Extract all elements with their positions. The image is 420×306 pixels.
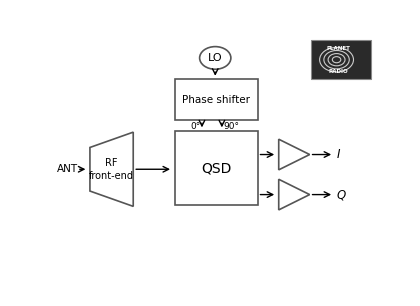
Circle shape — [200, 47, 231, 69]
Text: 0°: 0° — [190, 121, 200, 131]
Text: I: I — [336, 148, 340, 161]
Text: QSD: QSD — [201, 161, 231, 175]
Text: RADIO: RADIO — [328, 69, 348, 74]
Polygon shape — [279, 179, 310, 210]
Text: Phase shifter: Phase shifter — [182, 95, 250, 105]
Polygon shape — [90, 132, 133, 206]
Polygon shape — [279, 139, 310, 170]
Text: LO: LO — [208, 53, 223, 63]
Text: RF
front-end: RF front-end — [89, 158, 134, 181]
Text: ANT: ANT — [58, 164, 79, 174]
Text: PLANET: PLANET — [326, 46, 350, 50]
Bar — [311, 40, 372, 79]
Bar — [175, 131, 257, 205]
Text: 90°: 90° — [223, 121, 239, 131]
Bar — [175, 79, 257, 120]
Text: Q: Q — [336, 188, 346, 201]
